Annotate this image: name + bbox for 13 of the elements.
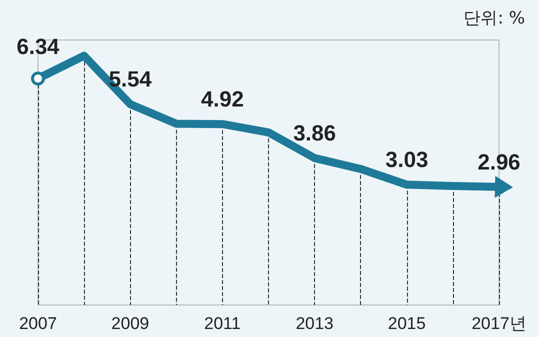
x-tick-label: 2009 bbox=[111, 314, 150, 333]
x-tick-label: 2017년 bbox=[472, 314, 526, 333]
x-tick-label: 2013 bbox=[296, 314, 334, 333]
x-tick-label: 2011 bbox=[204, 314, 241, 333]
data-label: 4.92 bbox=[200, 86, 244, 112]
x-tick-label: 2015 bbox=[388, 314, 426, 333]
text: 단위: % bbox=[464, 8, 526, 28]
data-label: 5.54 bbox=[108, 66, 152, 92]
x-tick-label: 2007 bbox=[19, 314, 57, 333]
data-label: 3.86 bbox=[293, 120, 336, 146]
data-label: 6.34 bbox=[16, 34, 60, 60]
data-label: 2.96 bbox=[478, 149, 520, 174]
data-label: 3.03 bbox=[385, 147, 428, 172]
